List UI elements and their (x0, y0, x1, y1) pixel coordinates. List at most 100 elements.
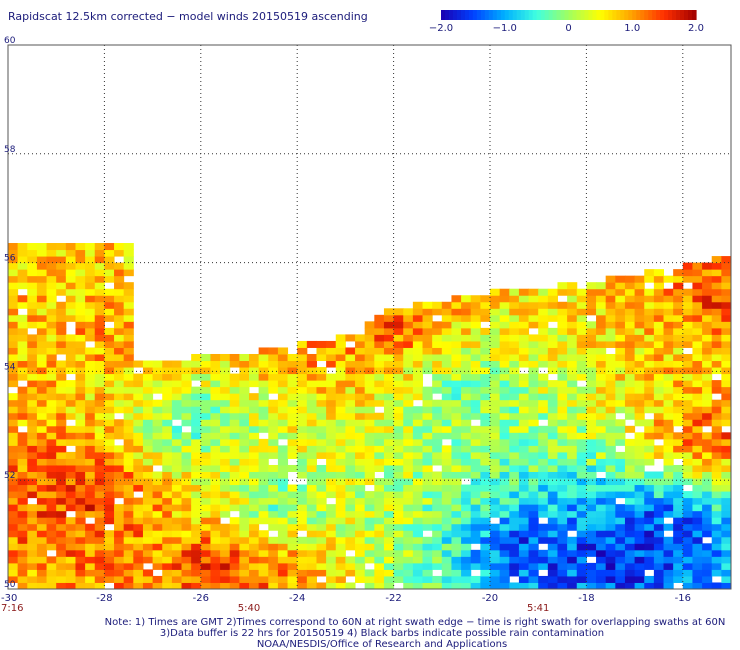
heatmap-cell (528, 347, 539, 355)
heatmap-cell (663, 438, 674, 446)
heatmap-cell (220, 556, 231, 564)
heatmap-cell (152, 491, 163, 499)
heatmap-cell (133, 530, 144, 538)
heatmap-cell (229, 478, 240, 486)
heatmap-cell (518, 353, 530, 362)
heatmap-cell (644, 399, 655, 407)
heatmap-cell (547, 334, 558, 342)
heatmap-cell (239, 451, 250, 459)
heatmap-cell (721, 445, 732, 453)
heatmap-cell (306, 373, 317, 381)
heatmap-cell (383, 406, 395, 414)
heatmap-cell (142, 556, 154, 564)
heatmap-cell (181, 556, 192, 564)
heatmap-cell (615, 432, 626, 440)
heatmap-cell (36, 523, 48, 531)
heatmap-cell (316, 582, 327, 590)
heatmap-cell (711, 347, 722, 355)
heatmap-cell (663, 464, 674, 472)
heatmap-cell (470, 510, 481, 518)
heatmap-cell (181, 399, 192, 407)
heatmap-cell (403, 582, 414, 590)
heatmap-cell (576, 334, 587, 342)
heatmap-cell (249, 432, 260, 440)
heatmap-cell (451, 504, 462, 512)
heatmap-cell (432, 562, 443, 570)
heatmap-cell (441, 353, 452, 362)
heatmap-cell (142, 484, 154, 492)
heatmap-cell (220, 464, 231, 472)
heatmap-cell (499, 504, 510, 512)
heatmap-cell (364, 504, 375, 512)
heatmap-cell (528, 523, 539, 531)
colorbar-tick-label: 0 (565, 23, 571, 34)
heatmap-cell (653, 543, 665, 551)
heatmap-cell (162, 471, 173, 479)
heatmap-cell (480, 556, 491, 564)
heatmap-cell (171, 523, 183, 531)
heatmap-cell (721, 556, 732, 564)
heatmap-cell (56, 347, 67, 355)
heatmap-cell (673, 412, 684, 420)
heatmap-cell (644, 543, 655, 551)
heatmap-cell (326, 406, 337, 414)
heatmap-cell (624, 471, 636, 479)
heatmap-cell (8, 510, 19, 518)
heatmap-cell (17, 458, 28, 466)
heatmap-cell (258, 458, 269, 466)
heatmap-cell (441, 504, 452, 512)
heatmap-cell (123, 569, 134, 577)
heatmap-cell (605, 478, 616, 486)
heatmap-cell (104, 347, 115, 355)
heatmap-cell (210, 478, 221, 486)
heatmap-cell (567, 464, 578, 472)
x-tick-label: -22 (385, 593, 401, 604)
heatmap-cell (249, 536, 260, 544)
heatmap-cell (451, 412, 462, 420)
heatmap-cell (470, 523, 481, 531)
heatmap-cell (268, 517, 279, 525)
heatmap-cell (162, 412, 173, 420)
heatmap-cell (451, 334, 462, 342)
heatmap-cell (36, 380, 48, 388)
heatmap-cell (36, 484, 48, 492)
heatmap-cell (432, 445, 443, 453)
heatmap-cell (692, 406, 703, 414)
heatmap-cell (490, 360, 501, 368)
heatmap-cell (451, 575, 462, 583)
heatmap-cell (653, 556, 665, 564)
heatmap-cell (229, 543, 240, 551)
colorbar-segment (496, 10, 502, 20)
heatmap-cell (239, 373, 250, 381)
heatmap-cell (673, 478, 684, 486)
heatmap-cell (644, 295, 655, 303)
heatmap-cell (85, 347, 96, 355)
heatmap-cell (673, 393, 684, 401)
heatmap-cell (711, 419, 722, 427)
heatmap-cell (374, 575, 385, 583)
heatmap-cell (56, 569, 67, 577)
heatmap-cell (480, 334, 491, 342)
heatmap-cell (114, 393, 125, 401)
heatmap-cell (345, 523, 356, 531)
heatmap-cell (85, 288, 96, 296)
heatmap-cell (316, 386, 327, 394)
heatmap-cell (191, 393, 202, 401)
heatmap-cell (567, 582, 578, 590)
heatmap-cell (557, 386, 568, 394)
heatmap-cell (162, 438, 173, 446)
heatmap-cell (499, 491, 510, 499)
heatmap-cell (702, 412, 713, 420)
heatmap-cell (490, 497, 501, 505)
heatmap-cell (528, 582, 539, 590)
heatmap-cell (171, 380, 183, 388)
heatmap-cell (364, 549, 375, 557)
heatmap-cell (624, 569, 636, 577)
heatmap-cell (171, 582, 183, 590)
heatmap-cell (403, 556, 414, 564)
heatmap-cell (114, 451, 125, 459)
heatmap-cell (596, 399, 607, 407)
heatmap-cell (46, 438, 57, 446)
heatmap-cell (653, 419, 665, 427)
heatmap-cell (441, 367, 452, 375)
